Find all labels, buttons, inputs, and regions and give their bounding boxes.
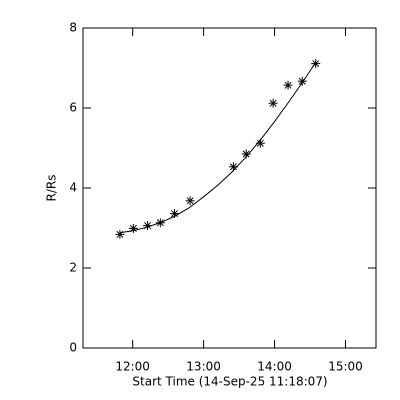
asterisk-marker <box>268 98 278 108</box>
y-tick-label: 6 <box>69 101 77 115</box>
y-tick-label: 4 <box>69 181 77 195</box>
asterisk-marker <box>185 196 195 206</box>
y-tick-label: 2 <box>69 261 77 275</box>
marker-stroke <box>242 150 250 158</box>
x-axis-label: Start Time (14-Sep-25 11:18:07) <box>132 375 327 389</box>
y-axis-label: R/Rs <box>45 175 59 202</box>
marker-stroke <box>171 210 179 218</box>
y-tick-label: 0 <box>69 341 77 355</box>
marker-stroke <box>256 139 264 147</box>
asterisk-marker <box>115 229 125 239</box>
marker-stroke <box>229 163 237 171</box>
marker-stroke <box>269 99 277 107</box>
asterisk-marker <box>283 80 293 90</box>
marker-stroke <box>129 224 137 232</box>
asterisk-marker <box>297 76 307 86</box>
x-tick-label: 12:00 <box>115 360 150 374</box>
x-tick-label: 15:00 <box>328 360 363 374</box>
y-tick-label: 8 <box>69 21 77 35</box>
marker-stroke <box>284 81 292 89</box>
fit-line <box>119 62 317 234</box>
x-tick-label: 13:00 <box>186 360 221 374</box>
plot-frame <box>82 27 377 349</box>
asterisk-marker <box>143 221 153 231</box>
x-tick-label: 14:00 <box>257 360 292 374</box>
marker-stroke <box>186 197 194 205</box>
